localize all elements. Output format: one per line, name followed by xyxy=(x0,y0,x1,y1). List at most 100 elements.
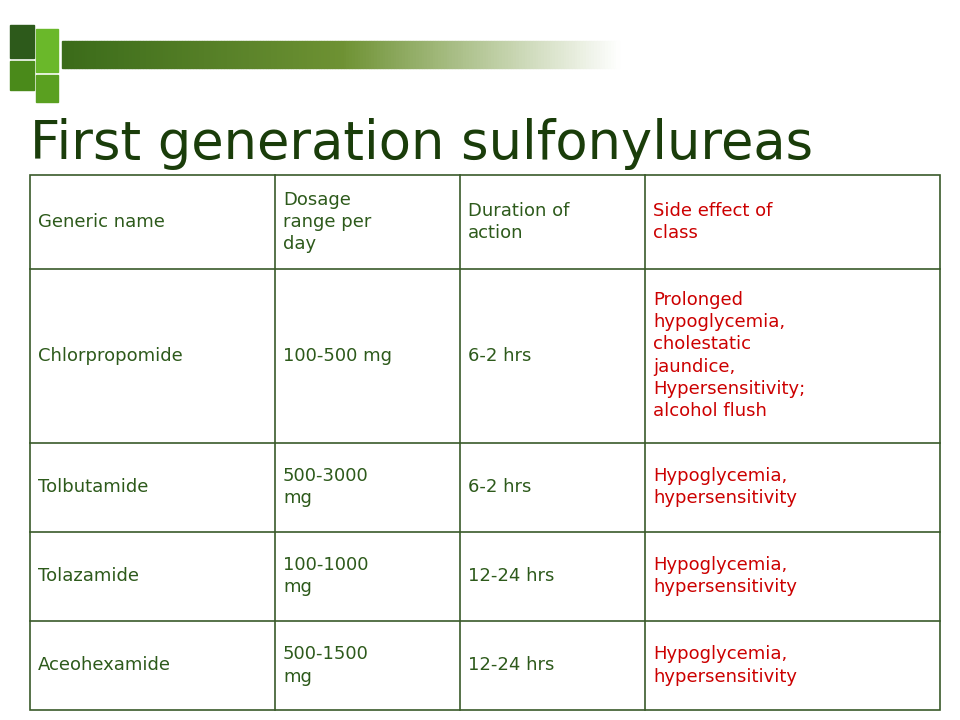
Bar xyxy=(458,41,461,68)
Bar xyxy=(419,41,421,68)
Bar xyxy=(583,41,586,68)
Text: Aceohexamide: Aceohexamide xyxy=(38,657,171,675)
Bar xyxy=(107,41,109,68)
Bar xyxy=(71,41,74,68)
Bar xyxy=(180,41,182,68)
Bar xyxy=(30,175,940,710)
Bar xyxy=(224,41,227,68)
Bar xyxy=(288,41,291,68)
Bar xyxy=(310,41,313,68)
Bar xyxy=(229,41,232,68)
Bar xyxy=(366,41,369,68)
Bar xyxy=(132,41,134,68)
Bar xyxy=(10,61,34,90)
Bar xyxy=(171,41,174,68)
Bar xyxy=(279,41,282,68)
Bar xyxy=(130,41,132,68)
Bar xyxy=(127,41,130,68)
Bar xyxy=(438,41,441,68)
Bar xyxy=(227,41,229,68)
Bar xyxy=(190,41,193,68)
Bar xyxy=(544,41,547,68)
Bar xyxy=(603,41,605,68)
Text: Tolazamide: Tolazamide xyxy=(38,567,139,585)
Bar xyxy=(134,41,137,68)
Bar xyxy=(352,41,355,68)
Text: 500-3000
mg: 500-3000 mg xyxy=(283,467,369,507)
Text: Side effect of
class: Side effect of class xyxy=(653,202,773,242)
Bar xyxy=(109,41,112,68)
Bar xyxy=(335,41,338,68)
Text: Chlorpropomide: Chlorpropomide xyxy=(38,346,182,364)
Bar xyxy=(461,41,464,68)
Bar xyxy=(385,41,388,68)
Bar xyxy=(263,41,266,68)
Bar xyxy=(304,41,307,68)
Bar xyxy=(613,41,616,68)
Bar xyxy=(84,41,87,68)
Bar xyxy=(605,41,608,68)
Bar xyxy=(344,41,347,68)
Bar xyxy=(355,41,357,68)
Bar xyxy=(522,41,524,68)
Text: 12-24 hrs: 12-24 hrs xyxy=(468,567,554,585)
Bar xyxy=(297,41,299,68)
Bar xyxy=(232,41,235,68)
Bar xyxy=(449,41,452,68)
Bar xyxy=(149,41,152,68)
Bar xyxy=(600,41,603,68)
Bar xyxy=(193,41,196,68)
Bar xyxy=(112,41,115,68)
Bar xyxy=(87,41,90,68)
Bar xyxy=(291,41,294,68)
Bar xyxy=(424,41,427,68)
Bar xyxy=(238,41,241,68)
Bar xyxy=(210,41,213,68)
Bar xyxy=(249,41,252,68)
Text: Dosage
range per
day: Dosage range per day xyxy=(283,191,372,253)
Bar xyxy=(93,41,96,68)
Bar xyxy=(266,41,269,68)
Bar xyxy=(96,41,99,68)
Bar xyxy=(188,41,190,68)
Bar xyxy=(468,41,471,68)
Bar xyxy=(519,41,521,68)
Bar xyxy=(274,41,276,68)
Text: Tolbutamide: Tolbutamide xyxy=(38,478,149,496)
Bar xyxy=(204,41,207,68)
Bar xyxy=(516,41,519,68)
Bar xyxy=(539,41,541,68)
Bar xyxy=(446,41,449,68)
Bar xyxy=(552,41,555,68)
Bar xyxy=(338,41,341,68)
Text: Prolonged
hypoglycemia,
cholestatic
jaundice,
Hypersensitivity;
alcohol flush: Prolonged hypoglycemia, cholestatic jaun… xyxy=(653,291,805,420)
Bar xyxy=(508,41,511,68)
Bar xyxy=(143,41,146,68)
Bar xyxy=(349,41,352,68)
Bar xyxy=(586,41,588,68)
Text: 12-24 hrs: 12-24 hrs xyxy=(468,657,554,675)
Bar xyxy=(399,41,402,68)
Bar xyxy=(580,41,583,68)
Bar xyxy=(254,41,257,68)
Bar xyxy=(493,41,496,68)
Bar xyxy=(480,41,483,68)
Bar xyxy=(10,25,34,58)
Bar xyxy=(299,41,301,68)
Bar xyxy=(533,41,536,68)
Bar xyxy=(269,41,271,68)
Bar xyxy=(215,41,218,68)
Bar xyxy=(541,41,544,68)
Bar xyxy=(213,41,215,68)
Text: Duration of
action: Duration of action xyxy=(468,202,569,242)
Text: Hypoglycemia,
hypersensitivity: Hypoglycemia, hypersensitivity xyxy=(653,556,797,596)
Bar xyxy=(594,41,597,68)
Bar xyxy=(140,41,143,68)
Bar xyxy=(455,41,458,68)
Bar xyxy=(235,41,238,68)
Bar xyxy=(492,41,493,68)
Bar xyxy=(611,41,613,68)
Bar xyxy=(115,41,118,68)
Bar xyxy=(168,41,171,68)
Bar xyxy=(411,41,413,68)
